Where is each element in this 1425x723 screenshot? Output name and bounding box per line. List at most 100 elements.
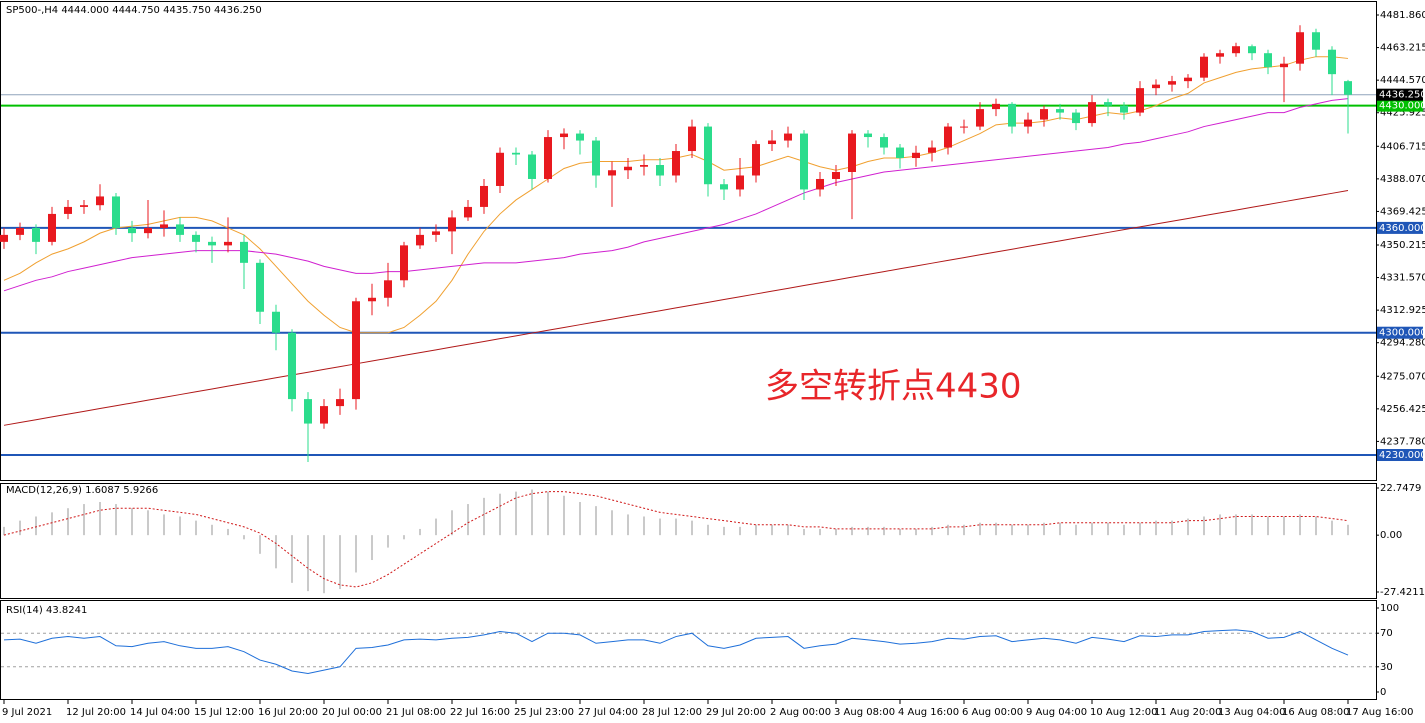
candle-body [880, 137, 888, 148]
candle-body [752, 144, 760, 176]
candle-body [336, 399, 344, 407]
candle-body [64, 206, 72, 214]
candle-body [400, 245, 408, 281]
candle-body [160, 224, 168, 228]
candle-body [416, 234, 424, 246]
y-tick-label: 4481.860 [1380, 10, 1425, 21]
candle-body [800, 133, 808, 190]
panel-title: MACD(12,26,9) 1.6087 5.9266 [6, 485, 158, 496]
current-price-box [1377, 88, 1423, 101]
candle-body [832, 171, 840, 179]
candle-body [176, 224, 184, 235]
y-tick-label: 4350.215 [1380, 240, 1425, 251]
y-tick-label: 0 [1380, 687, 1386, 698]
candle-body [1296, 32, 1304, 64]
candle-body [240, 241, 248, 263]
candle-body [576, 133, 584, 141]
y-tick-label: 4388.070 [1380, 174, 1425, 185]
candle-body [1152, 84, 1160, 89]
y-tick-label: -27.4211 [1380, 587, 1425, 598]
candle-body [192, 234, 200, 242]
candle-body [144, 227, 152, 234]
candle-body [48, 213, 56, 242]
x-tick-label: 16 Jul 20:00 [258, 707, 318, 718]
rsi-line [3, 629, 1349, 675]
x-tick-label: 29 Jul 20:00 [706, 707, 766, 718]
candle-body [1120, 105, 1128, 113]
candle-body [512, 152, 520, 155]
candle-body [1104, 102, 1112, 106]
candle-body [864, 133, 872, 138]
x-tick-label: 10 Aug 12:00 [1090, 707, 1157, 718]
level-label-box [1377, 99, 1423, 112]
candle-body [96, 196, 104, 206]
candle-body [1184, 77, 1192, 82]
level-label-box [1377, 221, 1423, 234]
candle-body [448, 217, 456, 232]
x-tick-label: 14 Jul 04:00 [130, 707, 190, 718]
x-tick-label: 16 Aug 08:00 [1282, 707, 1349, 718]
level-label: 4230.000 [1379, 450, 1425, 461]
x-tick-label: 2 Aug 00:00 [770, 707, 831, 718]
y-tick-label: 4312.925 [1380, 305, 1425, 316]
candle-body [624, 166, 632, 171]
level-label: 4430.000 [1379, 101, 1425, 112]
x-tick-label: 3 Aug 08:00 [834, 707, 895, 718]
candle-body [944, 126, 952, 148]
candle-body [1216, 53, 1224, 57]
candle-body [320, 406, 328, 424]
moving-average [3, 190, 1349, 426]
candle-body [688, 126, 696, 152]
candle-body [720, 184, 728, 190]
candle-body [992, 103, 1000, 110]
x-tick-label: 12 Jul 20:00 [66, 707, 126, 718]
candle-body [384, 280, 392, 298]
level-label: 4360.000 [1379, 223, 1425, 234]
signal-line [3, 491, 1349, 588]
candle-body [768, 140, 776, 145]
x-tick-label: 21 Jul 08:00 [386, 707, 446, 718]
candle-body [288, 332, 296, 400]
candle-body [672, 151, 680, 176]
x-tick-label: 11 Aug 20:00 [1154, 707, 1221, 718]
candle-body [1312, 32, 1320, 50]
candle-body [704, 126, 712, 185]
candle-body [1088, 102, 1096, 124]
candle-body [112, 196, 120, 228]
candle-body [1344, 81, 1352, 95]
panel-title: SP500-,H4 4444.000 4444.750 4435.750 443… [6, 5, 262, 16]
candle-body [816, 178, 824, 190]
panel-title: RSI(14) 43.8241 [6, 605, 87, 616]
x-tick-label: 9 Jul 2021 [2, 707, 52, 718]
candle-body [976, 109, 984, 127]
candle-body [128, 227, 136, 234]
candle-body [304, 399, 312, 424]
current-price-label: 4436.250 [1379, 90, 1425, 101]
x-tick-label: 22 Jul 16:00 [450, 707, 510, 718]
y-tick-label: 4275.070 [1380, 371, 1425, 382]
candle-body [608, 170, 616, 176]
y-tick-label: 0.00 [1380, 530, 1402, 541]
x-tick-label: 17 Aug 16:00 [1346, 707, 1413, 718]
level-label-box [1377, 449, 1423, 462]
y-tick-label: 4444.570 [1380, 75, 1425, 86]
candle-body [640, 165, 648, 167]
y-tick-label: 4369.425 [1380, 206, 1425, 217]
candle-body [480, 185, 488, 207]
candle-body [1136, 88, 1144, 113]
x-tick-label: 4 Aug 16:00 [898, 707, 959, 718]
x-tick-label: 25 Jul 23:00 [514, 707, 574, 718]
candle-body [208, 241, 216, 246]
candle-body [80, 205, 88, 207]
candle-body [1008, 103, 1016, 127]
candle-body [1232, 46, 1240, 54]
candle-body [496, 152, 504, 186]
candle-body [432, 231, 440, 235]
y-tick-label: 22.7479 [1380, 483, 1421, 494]
y-tick-label: 4463.215 [1380, 43, 1425, 54]
candle-body [1024, 119, 1032, 127]
y-tick-label: 4331.570 [1380, 273, 1425, 284]
candle-body [1072, 112, 1080, 124]
rsi-panel [0, 600, 1377, 700]
